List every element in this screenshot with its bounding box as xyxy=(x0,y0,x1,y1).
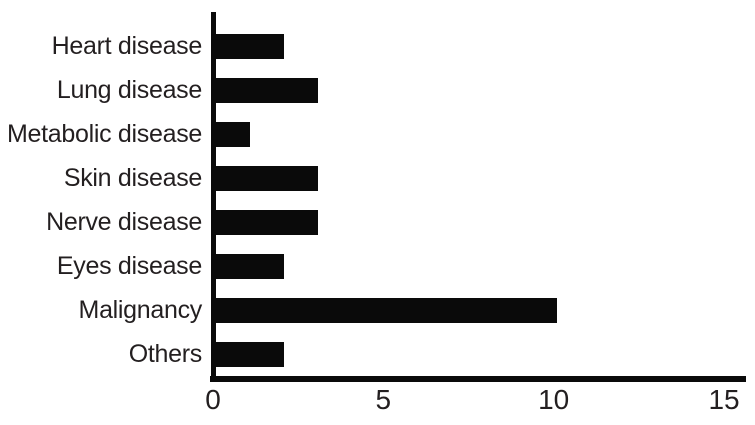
category-label: Skin disease xyxy=(63,163,202,192)
x-tick-label: 5 xyxy=(375,384,392,415)
chart-row: Eyes disease xyxy=(0,244,755,288)
y-axis-line xyxy=(211,12,216,382)
x-tick-label: 15 xyxy=(708,384,740,415)
x-axis-ticks: 0 5 10 15 xyxy=(0,386,755,420)
chart-rows: Heart disease Lung disease Metabolic disea… xyxy=(0,13,755,376)
category-label: Malignancy xyxy=(78,295,203,324)
bar xyxy=(216,77,319,103)
x-tick-label: 10 xyxy=(538,384,570,415)
bar xyxy=(216,341,285,367)
bar xyxy=(216,165,319,191)
category-label: Metabolic disease xyxy=(6,119,202,148)
bar xyxy=(216,33,285,59)
chart-row: Lung disease xyxy=(0,68,755,112)
category-label: Eyes disease xyxy=(56,251,202,280)
bar xyxy=(216,297,557,323)
category-label: Heart disease xyxy=(51,31,203,60)
bar xyxy=(216,253,285,279)
chart-row: Nerve disease xyxy=(0,200,755,244)
chart-row: Others xyxy=(0,332,755,376)
chart-row: Heart disease xyxy=(0,24,755,68)
bar xyxy=(216,121,251,147)
chart-row: Metabolic disease xyxy=(0,112,755,156)
x-axis-line xyxy=(210,376,746,382)
category-label: Lung disease xyxy=(56,75,202,104)
chart-row: Malignancy xyxy=(0,288,755,332)
category-label: Nerve disease xyxy=(46,207,202,236)
bar xyxy=(216,209,319,235)
x-tick-label: 0 xyxy=(205,384,221,415)
chart-row: Skin disease xyxy=(0,156,755,200)
category-label: Others xyxy=(128,339,203,368)
